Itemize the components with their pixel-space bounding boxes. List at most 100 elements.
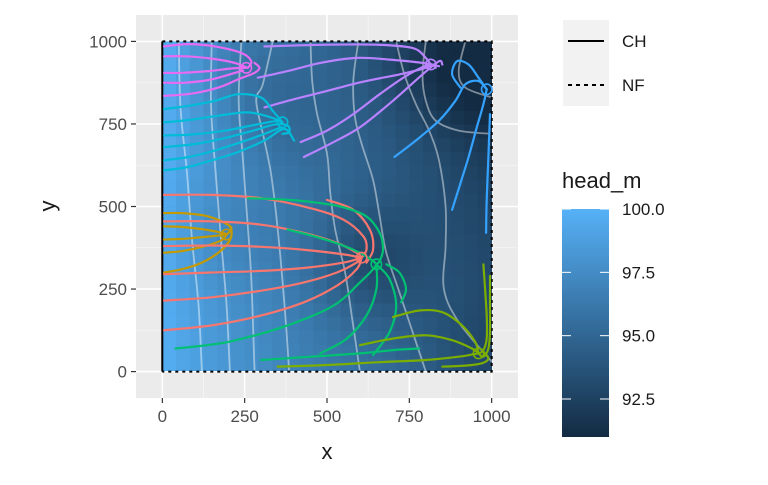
pathline <box>162 233 228 241</box>
field-cell <box>450 41 465 56</box>
field-cell <box>299 302 314 318</box>
field-cell <box>162 357 177 371</box>
field-cell <box>477 220 492 235</box>
field-cell <box>368 165 383 180</box>
field-cell <box>299 82 314 98</box>
field-cell <box>381 330 397 345</box>
field-cell <box>272 55 287 70</box>
field-cell <box>409 330 424 345</box>
field-cell <box>409 192 424 208</box>
field-cell <box>258 316 273 331</box>
field-cell <box>244 206 259 221</box>
field-cell <box>477 192 492 208</box>
field-cell <box>203 165 218 180</box>
field-cell <box>340 96 356 111</box>
field-cell <box>203 302 218 318</box>
field-cell <box>409 137 424 153</box>
field-cell <box>368 357 383 371</box>
pathline <box>256 56 441 79</box>
field-cell <box>354 330 369 345</box>
y-tick-label: 250 <box>99 280 127 299</box>
field-cell <box>285 344 301 359</box>
x-tick-label: 0 <box>158 407 167 426</box>
pathline <box>286 228 378 266</box>
field-cell <box>354 192 369 208</box>
field-cell <box>464 82 479 98</box>
field-cell <box>423 41 438 56</box>
field-cell <box>340 275 356 290</box>
field-cell <box>354 68 369 84</box>
field-cell <box>313 151 328 166</box>
pathline <box>299 63 437 144</box>
field-cell <box>436 289 452 304</box>
field-cell <box>313 137 328 153</box>
field-cell <box>409 247 424 263</box>
field-cell <box>464 302 479 318</box>
field-cell <box>423 137 438 153</box>
field-cell <box>299 192 314 208</box>
field-cell <box>162 234 177 249</box>
field-cell <box>313 96 328 111</box>
field-cell <box>423 234 438 249</box>
well-marker-cyan <box>276 116 289 129</box>
field-cell <box>162 247 177 263</box>
field-cell <box>436 151 452 166</box>
field-cell <box>450 110 465 125</box>
pathline <box>162 66 248 75</box>
field-cell <box>217 302 232 318</box>
field-cell <box>423 261 438 276</box>
field-cell <box>423 357 438 371</box>
field-cell <box>340 68 356 84</box>
field-cell <box>436 261 452 276</box>
pathline <box>385 263 408 304</box>
pathline <box>162 61 261 97</box>
field-cell <box>272 234 287 249</box>
field-cell <box>258 165 273 180</box>
legend-label-ch: CH <box>622 32 647 51</box>
field-cell <box>176 302 191 318</box>
field-cell <box>162 68 177 84</box>
head-contour-line <box>177 41 203 371</box>
x-tick-label: 750 <box>395 407 423 426</box>
pathline <box>276 352 480 368</box>
field-cell <box>477 234 492 249</box>
field-cell <box>423 123 438 139</box>
field-cell <box>203 357 218 371</box>
field-cell <box>450 165 465 180</box>
pathline <box>302 59 444 159</box>
field-cell <box>244 41 259 56</box>
field-cell <box>162 165 177 180</box>
field-cell <box>244 316 259 331</box>
x-axis-title: x <box>322 439 333 464</box>
field-cell <box>189 247 205 263</box>
pathline <box>263 43 432 66</box>
field-cell <box>230 357 246 371</box>
field-cell <box>189 357 205 371</box>
field-cell <box>313 192 328 208</box>
field-cell <box>423 110 438 125</box>
field-cell <box>176 192 191 208</box>
field-cell <box>162 82 177 98</box>
field-cell <box>340 302 356 318</box>
pathline <box>162 256 363 332</box>
field-cell <box>395 220 410 235</box>
pathline <box>162 43 253 69</box>
field-cell <box>285 55 301 70</box>
field-cell <box>450 344 465 359</box>
field-cell <box>450 357 465 371</box>
field-cell <box>395 82 410 98</box>
head-contour-line <box>309 41 361 371</box>
field-cell <box>176 178 191 194</box>
field-cell <box>409 96 424 111</box>
field-cell <box>436 110 452 125</box>
field-cell <box>176 289 191 304</box>
field-cell <box>423 316 438 331</box>
field-cell <box>189 275 205 290</box>
well-marker-olive <box>472 347 485 360</box>
field-cell <box>327 137 342 153</box>
pathline <box>246 197 385 266</box>
field-cell <box>217 275 232 290</box>
pathline <box>162 126 282 162</box>
field-cell <box>189 82 205 98</box>
field-cell <box>272 178 287 194</box>
